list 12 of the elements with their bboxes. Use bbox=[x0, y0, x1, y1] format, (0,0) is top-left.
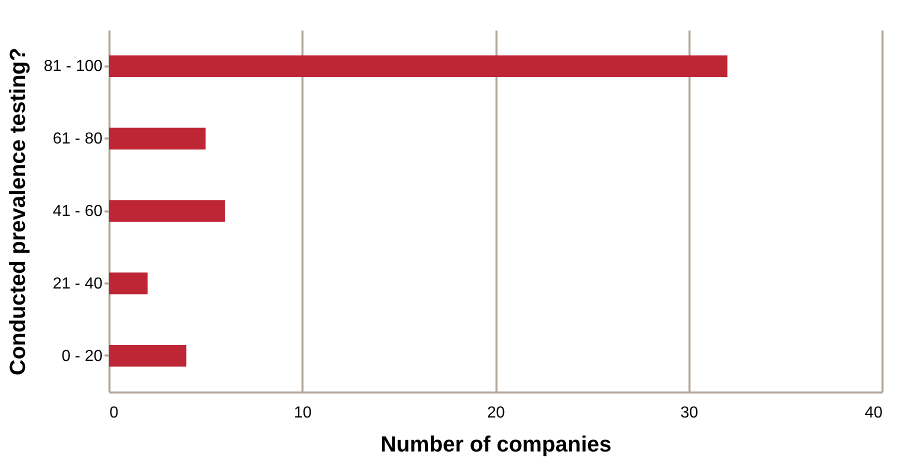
y-tick-label: 0 - 20 bbox=[62, 348, 103, 365]
x-axis-title: Number of companies bbox=[380, 432, 612, 456]
y-tick-label: 21 - 40 bbox=[52, 275, 103, 292]
y-tick-label: 61 - 80 bbox=[52, 130, 103, 148]
y-tick-label: 81 - 100 bbox=[44, 58, 103, 76]
x-tick-label: 40 bbox=[864, 404, 883, 422]
y-axis-title: Conducted prevalence testing? bbox=[4, 48, 30, 376]
x-tick-label: 20 bbox=[487, 404, 505, 422]
x-tick-label: 0 bbox=[110, 404, 118, 422]
x-tick-label: 30 bbox=[680, 404, 698, 422]
y-tick-label: 41 - 60 bbox=[52, 203, 103, 220]
x-tick-label: 10 bbox=[294, 404, 312, 422]
